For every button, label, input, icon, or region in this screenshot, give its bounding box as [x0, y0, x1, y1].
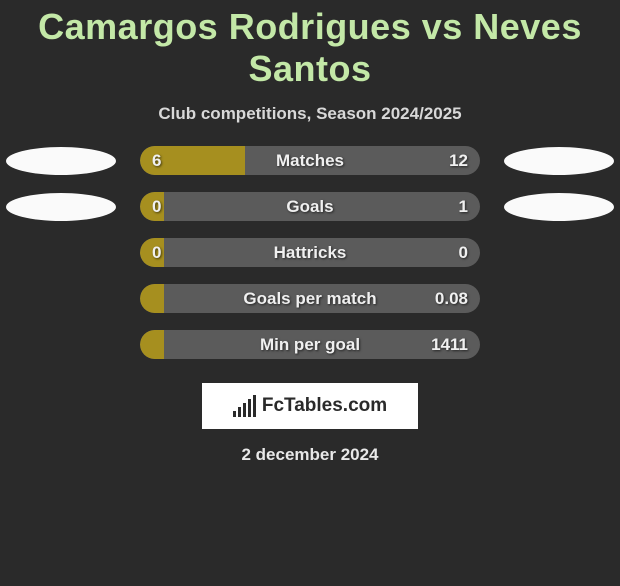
avatar-left [6, 193, 116, 221]
value-left: 0 [152, 192, 161, 221]
avatar-right [504, 193, 614, 221]
stat-row: Min per goal1411 [0, 330, 620, 359]
stat-row: Goals per match0.08 [0, 284, 620, 313]
value-left: 0 [152, 238, 161, 267]
stat-label: Goals [140, 192, 480, 221]
logo-text: FcTables.com [262, 395, 387, 417]
value-right: 12 [449, 146, 468, 175]
stat-row: Matches6 12 [0, 146, 620, 175]
site-logo: FcTables.com [202, 383, 418, 429]
logo-bars-icon [233, 395, 256, 417]
value-left: 6 [152, 146, 161, 175]
value-right: 1411 [431, 330, 468, 359]
stat-label: Matches [140, 146, 480, 175]
stat-label: Hattricks [140, 238, 480, 267]
value-right: 1 [459, 192, 468, 221]
stat-row: Goals0 1 [0, 192, 620, 221]
stat-label: Goals per match [140, 284, 480, 313]
avatar-left [6, 147, 116, 175]
date-label: 2 december 2024 [0, 445, 620, 465]
page-title: Camargos Rodrigues vs Neves Santos [0, 6, 620, 90]
subtitle: Club competitions, Season 2024/2025 [0, 104, 620, 124]
stat-label: Min per goal [140, 330, 480, 359]
stat-row: Hattricks0 0 [0, 238, 620, 267]
value-right: 0 [459, 238, 468, 267]
value-right: 0.08 [435, 284, 468, 313]
stats-container: Matches612Goals01Hattricks00Goals per ma… [0, 146, 620, 359]
avatar-right [504, 147, 614, 175]
